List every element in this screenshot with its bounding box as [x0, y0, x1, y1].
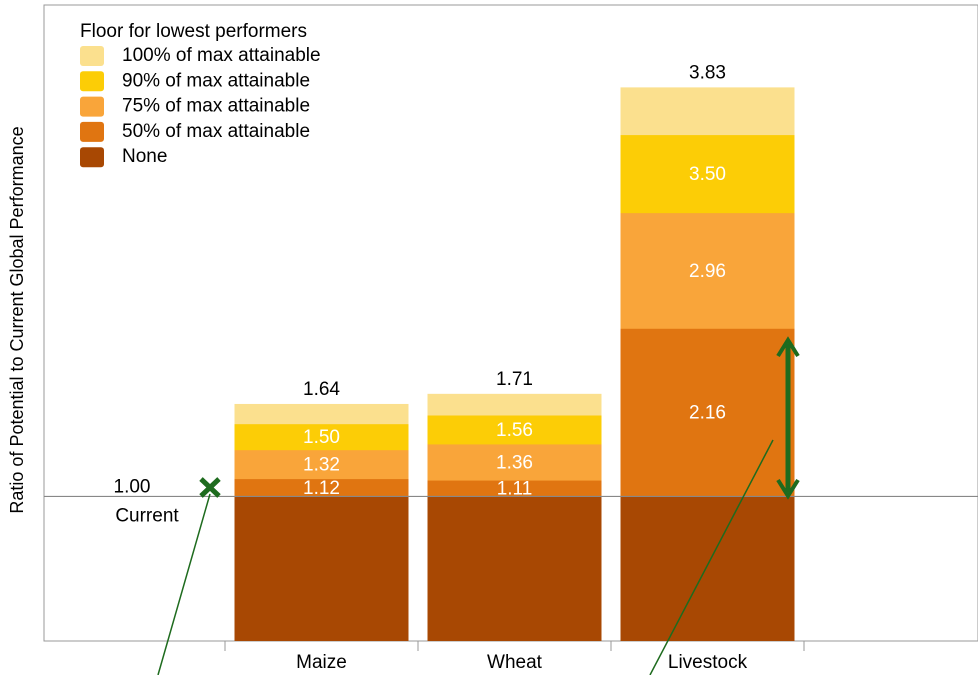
legend-label: 75% of max attainable	[122, 96, 310, 117]
bar	[427, 496, 602, 641]
bar	[620, 496, 795, 641]
x-tick-label: Livestock	[668, 652, 748, 673]
x-tick-label: Wheat	[487, 652, 543, 673]
legend-swatch	[80, 147, 104, 168]
value-label: 2.16	[689, 403, 726, 424]
value-label: 1.64	[303, 379, 340, 400]
reference-text: Current	[115, 505, 179, 526]
legend-swatch	[80, 96, 104, 117]
annotations	[157, 336, 800, 675]
value-label: 1.12	[303, 478, 340, 499]
value-label: 1.50	[303, 427, 340, 448]
value-label: 1.71	[496, 369, 533, 390]
reference-label: 1.00	[114, 476, 151, 497]
pointer-line	[157, 493, 211, 675]
pointer-line	[649, 439, 774, 675]
legend-swatch	[80, 121, 104, 142]
y-axis-label: Ratio of Potential to Current Global Per…	[7, 126, 27, 513]
value-label: 1.32	[303, 455, 340, 476]
current-marker	[199, 477, 221, 498]
legend-label: None	[122, 146, 167, 167]
value-label: 3.50	[689, 164, 726, 185]
legend-label: 50% of max attainable	[122, 121, 310, 142]
x-tick-label: Maize	[296, 652, 347, 673]
legend-swatch	[80, 71, 104, 92]
bar	[234, 496, 409, 641]
value-label: 1.56	[496, 420, 533, 441]
value-label: 1.11	[497, 479, 533, 500]
marks: 100% of max attainable 90% of max attaina…	[44, 45, 978, 673]
legend-swatch	[80, 46, 104, 66]
legend-label: 100% of max attainable	[122, 45, 321, 66]
value-label: 2.96	[689, 261, 726, 282]
legend-title: Floor for lowest performers	[80, 21, 307, 42]
legend-label: 90% of max attainable	[122, 70, 310, 91]
gain-arrow-head	[776, 336, 800, 500]
value-label: 1.36	[496, 453, 533, 474]
value-label: 3.83	[689, 62, 726, 83]
